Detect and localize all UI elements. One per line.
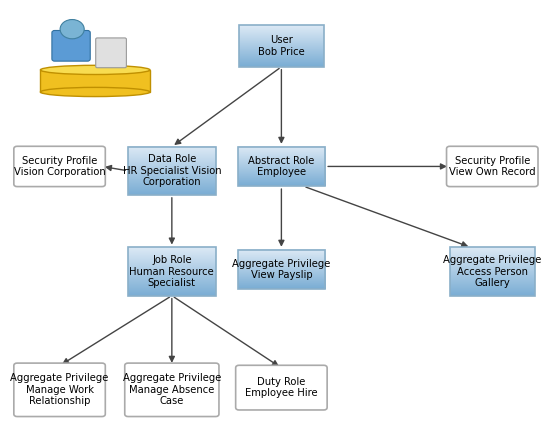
FancyBboxPatch shape bbox=[40, 70, 150, 92]
Text: Aggregate Privilege
Manage Work
Relationship: Aggregate Privilege Manage Work Relation… bbox=[11, 373, 109, 406]
Text: Duty Role
Employee Hire: Duty Role Employee Hire bbox=[245, 377, 318, 399]
FancyBboxPatch shape bbox=[52, 31, 90, 61]
Text: Job Role
Human Resource
Specialist: Job Role Human Resource Specialist bbox=[129, 255, 214, 288]
Text: Aggregate Privilege
View Payslip: Aggregate Privilege View Payslip bbox=[232, 258, 330, 280]
Text: Security Profile
View Own Record: Security Profile View Own Record bbox=[449, 155, 536, 177]
Text: Aggregate Privilege
Manage Absence
Case: Aggregate Privilege Manage Absence Case bbox=[123, 373, 221, 406]
Text: Aggregate Privilege
Access Person
Gallery: Aggregate Privilege Access Person Galler… bbox=[443, 255, 541, 288]
Ellipse shape bbox=[40, 87, 150, 96]
Circle shape bbox=[60, 20, 84, 39]
Text: User
Bob Price: User Bob Price bbox=[258, 35, 305, 57]
Text: Abstract Role
Employee: Abstract Role Employee bbox=[248, 155, 315, 177]
FancyBboxPatch shape bbox=[14, 146, 105, 187]
FancyBboxPatch shape bbox=[14, 363, 105, 417]
FancyBboxPatch shape bbox=[235, 365, 327, 410]
Text: Data Role
HR Specialist Vision
Corporation: Data Role HR Specialist Vision Corporati… bbox=[123, 154, 221, 187]
Ellipse shape bbox=[40, 65, 150, 74]
FancyBboxPatch shape bbox=[96, 38, 126, 68]
FancyBboxPatch shape bbox=[125, 363, 219, 417]
Text: Security Profile
Vision Corporation: Security Profile Vision Corporation bbox=[14, 155, 105, 177]
FancyBboxPatch shape bbox=[446, 146, 538, 187]
